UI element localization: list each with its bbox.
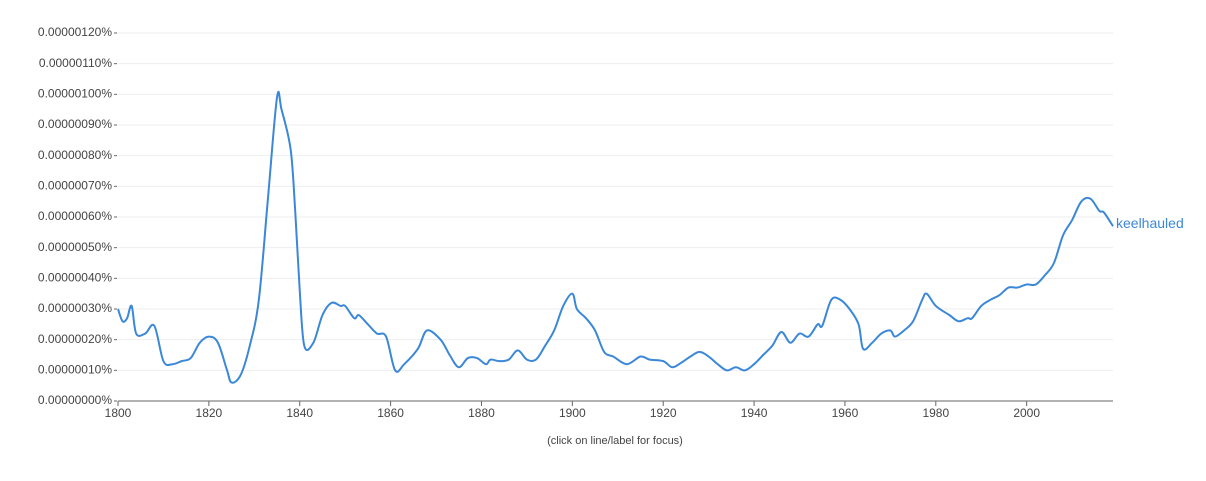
footnote: (click on line/label for focus) xyxy=(547,435,683,447)
y-tick-label: 0.00000000% xyxy=(38,393,112,407)
x-tick-label: 1920 xyxy=(650,406,677,420)
y-tick-label: 0.00000010% xyxy=(38,363,112,377)
y-tick-label: 0.00000080% xyxy=(38,148,112,162)
x-tick-label: 1800 xyxy=(105,406,132,420)
x-tick-label: 1860 xyxy=(377,406,404,420)
x-tick-label: 1980 xyxy=(922,406,949,420)
y-tick-label: 0.00000090% xyxy=(38,117,112,131)
y-tick-label: 0.00000050% xyxy=(38,240,112,254)
y-tick-label: 0.00000020% xyxy=(38,332,112,346)
x-tick-label: 2000 xyxy=(1013,406,1040,420)
x-tick-label: 1940 xyxy=(741,406,768,420)
x-tick-label: 1880 xyxy=(468,406,495,420)
y-tick-label: 0.00000120% xyxy=(38,25,112,39)
y-tick-label: 0.00000030% xyxy=(38,301,112,315)
x-tick-label: 1900 xyxy=(559,406,586,420)
y-tick-label: 0.00000040% xyxy=(38,271,112,285)
x-tick-label: 1820 xyxy=(196,406,223,420)
y-tick-label: 0.00000070% xyxy=(38,179,112,193)
y-tick-label: 0.00000110% xyxy=(39,56,113,70)
y-tick-label: 0.00000060% xyxy=(38,209,112,223)
series-label[interactable]: keelhauled xyxy=(1116,215,1184,231)
x-tick-label: 1960 xyxy=(832,406,859,420)
x-tick-label: 1840 xyxy=(286,406,313,420)
y-tick-label: 0.00000100% xyxy=(38,87,112,101)
series-line[interactable] xyxy=(117,90,1114,384)
